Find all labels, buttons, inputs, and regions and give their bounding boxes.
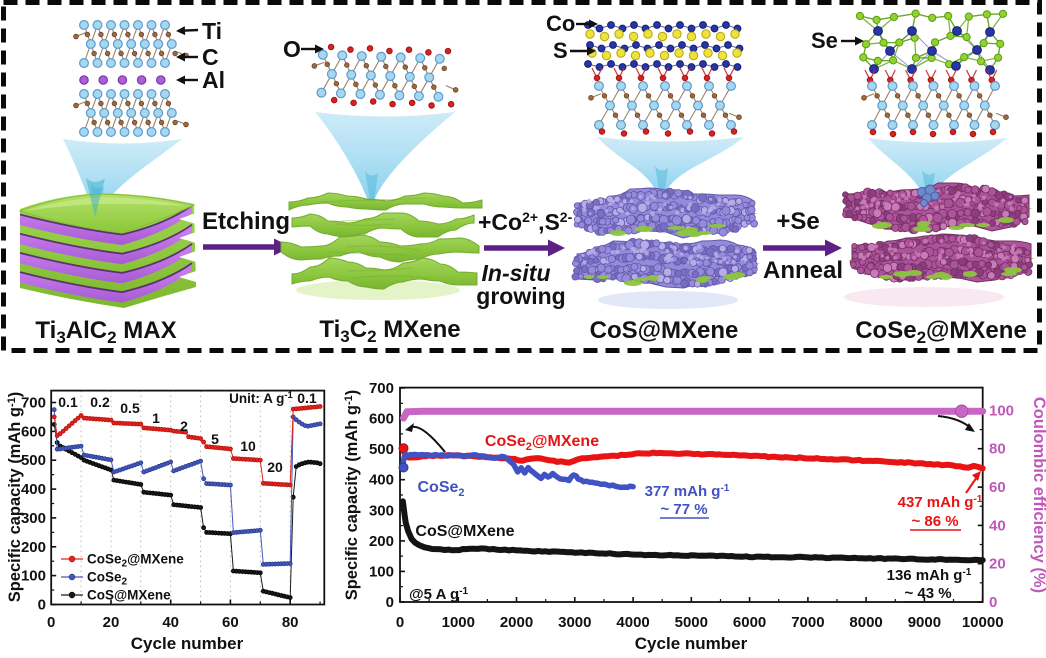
svg-text:0: 0 <box>386 594 394 611</box>
svg-text:200: 200 <box>21 539 46 556</box>
svg-text:3000: 3000 <box>558 614 591 631</box>
svg-text:CoSe2: CoSe2 <box>87 570 128 588</box>
svg-text:Co: Co <box>546 11 575 36</box>
svg-text:400: 400 <box>369 472 394 489</box>
svg-text:CoSe2: CoSe2 <box>417 479 464 499</box>
svg-text:437 mAh g-1: 437 mAh g-1 <box>898 494 983 511</box>
svg-text:In-situ: In-situ <box>482 260 551 286</box>
svg-text:500: 500 <box>369 441 394 458</box>
svg-text:10000: 10000 <box>962 614 1004 631</box>
svg-text:+Se: +Se <box>776 208 819 235</box>
svg-text:CoS@MXene: CoS@MXene <box>590 317 739 344</box>
svg-text:C: C <box>202 44 219 70</box>
svg-text:~ 43 %: ~ 43 % <box>904 585 951 602</box>
svg-text:0.1: 0.1 <box>58 394 78 410</box>
svg-text:CoS@MXene: CoS@MXene <box>415 523 514 540</box>
svg-text:Cycle number: Cycle number <box>131 634 244 653</box>
svg-text:Al: Al <box>202 67 225 93</box>
svg-text:Cycle number: Cycle number <box>635 634 748 653</box>
svg-text:6000: 6000 <box>733 614 766 631</box>
svg-text:600: 600 <box>21 423 46 440</box>
svg-text:20: 20 <box>267 459 283 475</box>
svg-text:0.5: 0.5 <box>120 400 140 416</box>
svg-text:8000: 8000 <box>849 614 882 631</box>
svg-text:100: 100 <box>369 563 394 580</box>
svg-text:2: 2 <box>180 418 188 434</box>
svg-text:20: 20 <box>103 614 120 631</box>
svg-text:600: 600 <box>369 411 394 428</box>
svg-text:CoSe2@MXene: CoSe2@MXene <box>485 433 599 453</box>
svg-text:40: 40 <box>162 614 179 631</box>
svg-text:60: 60 <box>222 614 239 631</box>
svg-text:100: 100 <box>989 402 1014 419</box>
svg-text:700: 700 <box>369 380 394 397</box>
svg-text:O: O <box>283 36 301 62</box>
svg-text:300: 300 <box>369 502 394 519</box>
svg-text:CoSe2@MXene: CoSe2@MXene <box>855 317 1027 347</box>
svg-text:7000: 7000 <box>791 614 824 631</box>
svg-text:377 mAh g-1: 377 mAh g-1 <box>645 483 730 500</box>
svg-text:0: 0 <box>989 594 997 611</box>
svg-text:0.1: 0.1 <box>297 390 317 406</box>
svg-text:0: 0 <box>47 614 55 631</box>
svg-text:200: 200 <box>369 533 394 550</box>
svg-text:growing: growing <box>476 283 565 309</box>
svg-text:60: 60 <box>989 479 1006 496</box>
svg-text:136 mAh g-1: 136 mAh g-1 <box>887 567 972 584</box>
svg-text:0: 0 <box>396 614 404 631</box>
svg-text:0.2: 0.2 <box>90 394 110 410</box>
svg-text:20: 20 <box>989 556 1006 573</box>
svg-text:5: 5 <box>211 431 219 447</box>
svg-text:10: 10 <box>240 438 256 454</box>
svg-text:~ 77 %: ~ 77 % <box>660 501 707 518</box>
svg-text:1000: 1000 <box>442 614 475 631</box>
svg-text:4000: 4000 <box>616 614 649 631</box>
svg-text:500: 500 <box>21 452 46 469</box>
svg-text:0: 0 <box>38 597 46 614</box>
svg-text:300: 300 <box>21 510 46 527</box>
svg-text:100: 100 <box>21 568 46 585</box>
svg-text:CoSe2@MXene: CoSe2@MXene <box>87 552 184 570</box>
svg-text:40: 40 <box>989 517 1006 534</box>
svg-text:2000: 2000 <box>500 614 533 631</box>
svg-text:S: S <box>553 38 568 63</box>
svg-text:Specific capacity (mAh g-1): Specific capacity (mAh g-1) <box>343 390 361 601</box>
svg-text:Unit: A g-1: Unit: A g-1 <box>229 390 293 406</box>
svg-text:Ti: Ti <box>202 18 222 44</box>
svg-text:80: 80 <box>282 614 299 631</box>
svg-text:~ 86 %: ~ 86 % <box>911 513 958 530</box>
svg-text:400: 400 <box>21 481 46 498</box>
svg-text:@5 A g-1: @5 A g-1 <box>409 586 469 603</box>
svg-text:Coulombic efficiency (%): Coulombic efficiency (%) <box>1030 397 1046 593</box>
svg-text:Specific capacity (mAh g-1): Specific capacity (mAh g-1) <box>6 392 24 603</box>
svg-text:Etching: Etching <box>202 208 290 235</box>
svg-text:1: 1 <box>152 410 160 426</box>
svg-text:9000: 9000 <box>908 614 941 631</box>
svg-text:700: 700 <box>21 395 46 412</box>
svg-text:CoS@MXene: CoS@MXene <box>87 588 171 603</box>
svg-text:Se: Se <box>811 28 838 53</box>
svg-text:5000: 5000 <box>675 614 708 631</box>
svg-text:Anneal: Anneal <box>763 257 843 284</box>
svg-text:80: 80 <box>989 441 1006 458</box>
